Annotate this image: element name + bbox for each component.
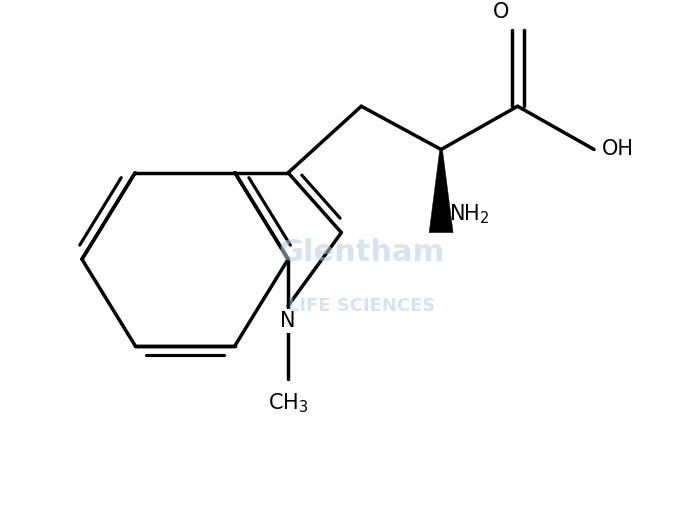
Text: OH: OH	[602, 139, 634, 160]
Polygon shape	[429, 149, 453, 232]
Text: O: O	[493, 2, 509, 22]
Text: CH$_3$: CH$_3$	[268, 391, 308, 414]
Text: Glentham: Glentham	[278, 238, 445, 267]
Text: N: N	[280, 311, 296, 331]
Text: NH$_2$: NH$_2$	[449, 202, 490, 226]
Text: LIFE SCIENCES: LIFE SCIENCES	[287, 297, 435, 315]
